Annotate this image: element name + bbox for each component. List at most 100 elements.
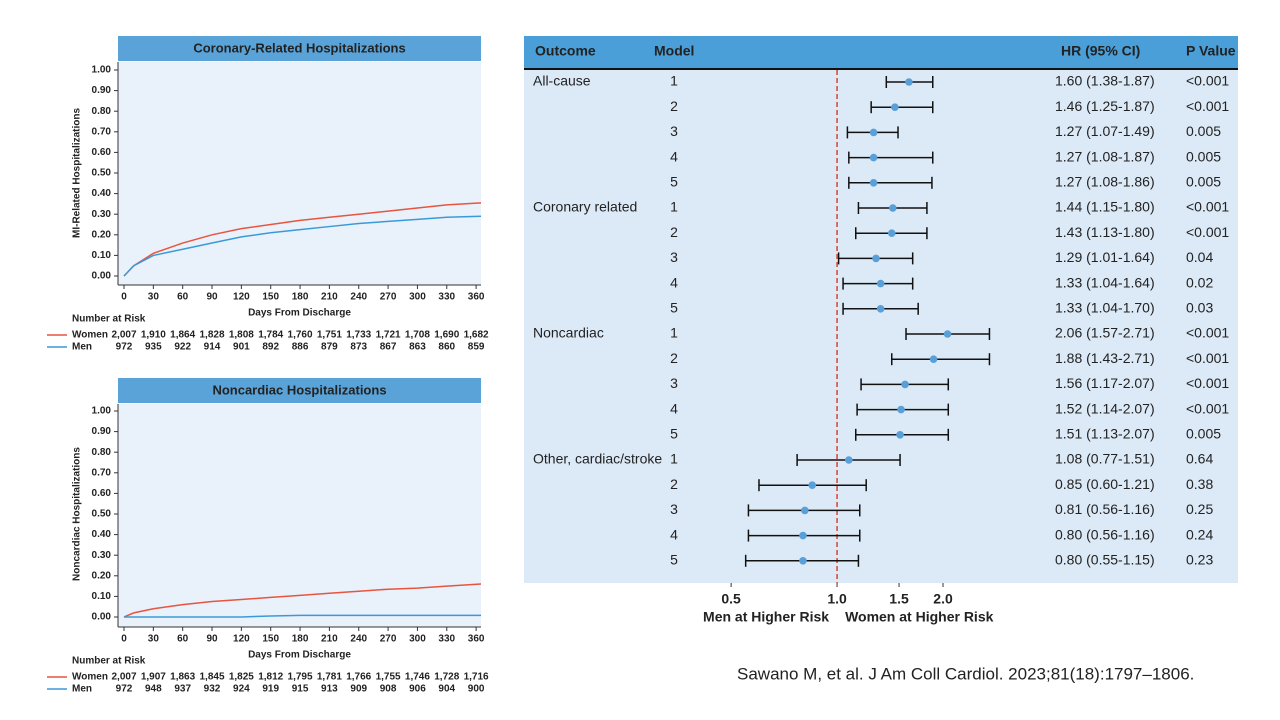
p-value: <0.001 — [1186, 224, 1229, 240]
x-tick-label: 240 — [350, 634, 367, 645]
model-label: 2 — [670, 224, 678, 240]
risk-value: 1,781 — [317, 672, 342, 683]
risk-value: 892 — [262, 342, 279, 353]
series-line — [123, 583, 482, 618]
risk-value: 1,825 — [229, 672, 254, 683]
x-tick-label: 2.0 — [933, 591, 953, 607]
hr-point — [905, 78, 913, 86]
hr-point — [799, 531, 807, 540]
y-tick-label: 0.30 — [92, 550, 112, 561]
p-value: 0.24 — [1186, 526, 1213, 542]
hr-point — [869, 128, 878, 137]
model-label: 3 — [670, 249, 678, 265]
ci-label: 2.06 (1.57-2.71) — [1055, 325, 1155, 341]
ci-label: 0.80 (0.56-1.16) — [1055, 526, 1155, 542]
hr-point — [872, 254, 880, 263]
risk-value: 1,784 — [258, 330, 283, 341]
x-tick-label: 90 — [206, 292, 218, 303]
model-label: 2 — [670, 476, 678, 492]
x-tick-label: 0 — [121, 634, 127, 645]
hr-point — [876, 279, 885, 288]
y-tick-label: 0.80 — [92, 447, 112, 458]
risk-value: 863 — [409, 342, 426, 353]
risk-value: 1,755 — [376, 672, 401, 683]
x-tick-label: 300 — [409, 634, 426, 645]
y-tick-label: 0.00 — [92, 612, 112, 623]
model-label: 5 — [670, 426, 678, 442]
x-tick-label: 240 — [350, 292, 367, 303]
model-label: 3 — [670, 123, 678, 139]
x-tick-label: 120 — [233, 292, 250, 303]
risk-value: 922 — [174, 342, 191, 353]
risk-value: 879 — [321, 342, 338, 353]
x-tick-label: 300 — [409, 292, 426, 303]
risk-value: 932 — [204, 684, 221, 695]
x-axis-label: Days From Discharge — [248, 650, 351, 661]
plot-area — [118, 62, 481, 285]
risk-value: 908 — [380, 684, 397, 695]
ci-label: 1.29 (1.01-1.64) — [1055, 249, 1155, 265]
chart-title: Noncardiac Hospitalizations — [212, 382, 386, 397]
ci-label: 1.60 (1.38-1.87) — [1055, 73, 1155, 89]
model-label: 1 — [670, 325, 678, 341]
x-tick-label: 360 — [468, 634, 485, 645]
y-axis-label: MI-Related Hospitalizations — [72, 108, 83, 238]
x-label-right: Women at Higher Risk — [845, 609, 994, 625]
p-value: <0.001 — [1186, 350, 1229, 366]
x-label-left: Men at Higher Risk — [703, 609, 829, 625]
model-label: 5 — [670, 300, 678, 316]
model-label: 4 — [670, 526, 678, 542]
risk-title: Number at Risk — [72, 314, 146, 325]
hr-point — [808, 481, 817, 490]
ci-label: 0.85 (0.60-1.21) — [1055, 476, 1155, 492]
ci-label: 1.52 (1.14-2.07) — [1055, 400, 1155, 416]
outcome-label: Other, cardiac/stroke — [533, 451, 662, 467]
hr-point — [876, 305, 885, 313]
column-header: Outcome — [535, 43, 596, 59]
ci-label: 1.08 (0.77-1.51) — [1055, 451, 1155, 467]
column-header: P Value — [1186, 43, 1236, 59]
risk-value: 909 — [350, 684, 367, 695]
hr-point — [897, 405, 905, 414]
risk-value: 914 — [204, 342, 221, 353]
hr-point — [799, 557, 807, 565]
p-value: <0.001 — [1186, 375, 1229, 391]
y-tick-label: 0.40 — [92, 188, 112, 199]
chart-title: Coronary-Related Hospitalizations — [193, 40, 405, 55]
p-value: 0.005 — [1186, 148, 1221, 164]
ci-label: 0.80 (0.55-1.15) — [1055, 552, 1155, 568]
p-value: 0.005 — [1186, 123, 1221, 139]
risk-value: 913 — [321, 684, 338, 695]
ci-label: 1.46 (1.25-1.87) — [1055, 98, 1155, 114]
x-tick-label: 330 — [438, 634, 455, 645]
risk-value: 1,863 — [170, 672, 195, 683]
risk-title: Number at Risk — [72, 656, 146, 667]
x-tick-label: 30 — [148, 292, 160, 303]
ci-label: 1.43 (1.13-1.80) — [1055, 224, 1155, 240]
risk-value: 948 — [145, 684, 162, 695]
p-value: <0.001 — [1186, 325, 1229, 341]
x-tick-label: 210 — [321, 292, 338, 303]
hr-point — [869, 179, 878, 187]
hr-point — [896, 431, 904, 439]
series-line — [123, 215, 482, 277]
p-value: 0.64 — [1186, 451, 1213, 467]
risk-value: 904 — [438, 684, 455, 695]
risk-value: 906 — [409, 684, 426, 695]
p-value: 0.23 — [1186, 552, 1213, 568]
risk-value: 1,907 — [141, 672, 166, 683]
risk-value: 2,007 — [111, 672, 136, 683]
y-tick-label: 0.60 — [92, 147, 112, 158]
x-tick-label: 150 — [262, 292, 279, 303]
risk-value: 1,733 — [346, 330, 371, 341]
hr-point — [801, 506, 809, 515]
hr-point — [901, 380, 909, 389]
x-tick-label: 270 — [380, 634, 397, 645]
risk-value: 1,845 — [200, 672, 225, 683]
risk-value: 1,766 — [346, 672, 371, 683]
x-tick-label: 180 — [292, 634, 309, 645]
risk-value: 1,910 — [141, 330, 166, 341]
ci-label: 1.44 (1.15-1.80) — [1055, 199, 1155, 215]
y-tick-label: 0.50 — [92, 168, 112, 179]
